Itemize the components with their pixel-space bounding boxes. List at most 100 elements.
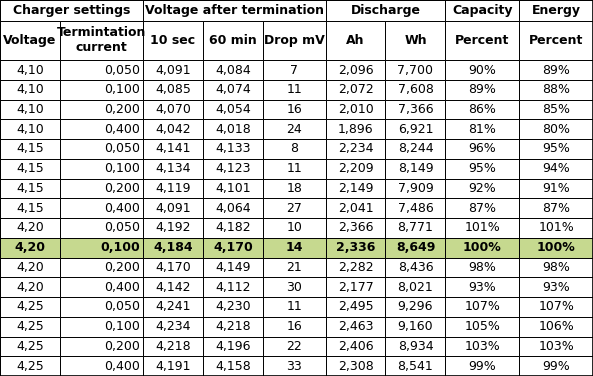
Text: 4,170: 4,170	[213, 241, 253, 254]
Bar	[263, 218, 326, 238]
Bar	[519, 356, 593, 376]
Bar	[385, 258, 445, 277]
Text: 18: 18	[286, 182, 302, 195]
Bar	[326, 297, 385, 317]
Text: 4,15: 4,15	[16, 182, 44, 195]
Bar	[203, 258, 263, 277]
Bar	[385, 80, 445, 100]
Text: 60 min: 60 min	[209, 34, 257, 47]
Text: 4,20: 4,20	[14, 241, 46, 254]
Text: 100%: 100%	[537, 241, 575, 254]
Bar	[326, 317, 385, 337]
Text: 4,018: 4,018	[215, 123, 251, 136]
Bar	[263, 120, 326, 139]
Text: 93%: 93%	[542, 280, 570, 294]
Text: 4,15: 4,15	[16, 143, 44, 156]
Bar	[326, 159, 385, 179]
Bar	[60, 218, 143, 238]
Bar	[0, 139, 60, 159]
Bar	[445, 21, 519, 60]
Text: 8: 8	[290, 143, 298, 156]
Text: 0,050: 0,050	[104, 143, 140, 156]
Bar	[0, 159, 60, 179]
Text: 98%: 98%	[468, 261, 496, 274]
Bar	[60, 179, 143, 199]
Text: 7,909: 7,909	[397, 182, 433, 195]
Text: 93%: 93%	[468, 280, 496, 294]
Text: 4,101: 4,101	[215, 182, 251, 195]
Text: 4,070: 4,070	[155, 103, 191, 116]
Text: 8,244: 8,244	[398, 143, 433, 156]
Bar	[143, 258, 203, 277]
Text: 0,200: 0,200	[104, 261, 140, 274]
Text: 4,123: 4,123	[215, 162, 251, 175]
Bar	[143, 100, 203, 120]
Bar	[60, 120, 143, 139]
Text: 30: 30	[286, 280, 302, 294]
Bar	[445, 139, 519, 159]
Text: 2,406: 2,406	[337, 340, 374, 353]
Bar	[60, 317, 143, 337]
Text: 94%: 94%	[542, 162, 570, 175]
Text: 4,15: 4,15	[16, 162, 44, 175]
Text: 2,209: 2,209	[337, 162, 374, 175]
Text: 4,241: 4,241	[155, 300, 191, 314]
Bar	[60, 159, 143, 179]
Text: 10: 10	[286, 221, 302, 235]
Bar	[385, 139, 445, 159]
Text: 11: 11	[286, 300, 302, 314]
Bar	[0, 317, 60, 337]
Text: 105%: 105%	[464, 320, 500, 333]
Bar	[60, 297, 143, 317]
Bar	[445, 238, 519, 258]
Bar	[0, 60, 60, 80]
Text: 107%: 107%	[464, 300, 500, 314]
Bar	[519, 179, 593, 199]
Bar	[385, 356, 445, 376]
Bar	[263, 356, 326, 376]
Text: 8,021: 8,021	[397, 280, 433, 294]
Text: 2,495: 2,495	[337, 300, 374, 314]
Bar	[385, 337, 445, 356]
Bar	[143, 21, 203, 60]
Bar	[0, 337, 60, 356]
Bar	[326, 60, 385, 80]
Bar	[519, 21, 593, 60]
Text: 2,463: 2,463	[338, 320, 373, 333]
Text: Discharge: Discharge	[350, 4, 420, 17]
Bar	[326, 218, 385, 238]
Bar	[60, 100, 143, 120]
Bar	[263, 80, 326, 100]
Text: 0,050: 0,050	[104, 64, 140, 77]
Bar	[385, 218, 445, 238]
Text: 87%: 87%	[468, 202, 496, 215]
Text: 4,196: 4,196	[215, 340, 251, 353]
Bar	[326, 139, 385, 159]
Bar	[385, 100, 445, 120]
Bar	[0, 238, 60, 258]
Text: 4,20: 4,20	[16, 261, 44, 274]
Text: 2,072: 2,072	[337, 83, 374, 96]
Text: Wh: Wh	[404, 34, 427, 47]
Bar	[263, 199, 326, 218]
Text: 98%: 98%	[542, 261, 570, 274]
Bar	[60, 139, 143, 159]
Text: 14: 14	[285, 241, 303, 254]
Bar	[203, 159, 263, 179]
Text: 95%: 95%	[542, 143, 570, 156]
Text: 103%: 103%	[464, 340, 500, 353]
Bar	[203, 277, 263, 297]
Bar	[519, 297, 593, 317]
Bar	[263, 337, 326, 356]
Bar	[263, 179, 326, 199]
Text: 9,160: 9,160	[398, 320, 433, 333]
Text: 4,042: 4,042	[155, 123, 191, 136]
Bar	[445, 356, 519, 376]
Bar	[143, 139, 203, 159]
Text: 4,191: 4,191	[155, 359, 191, 373]
Text: 8,149: 8,149	[398, 162, 433, 175]
Bar	[385, 21, 445, 60]
Bar	[263, 277, 326, 297]
Text: Charger settings: Charger settings	[13, 4, 130, 17]
Text: 96%: 96%	[468, 143, 496, 156]
